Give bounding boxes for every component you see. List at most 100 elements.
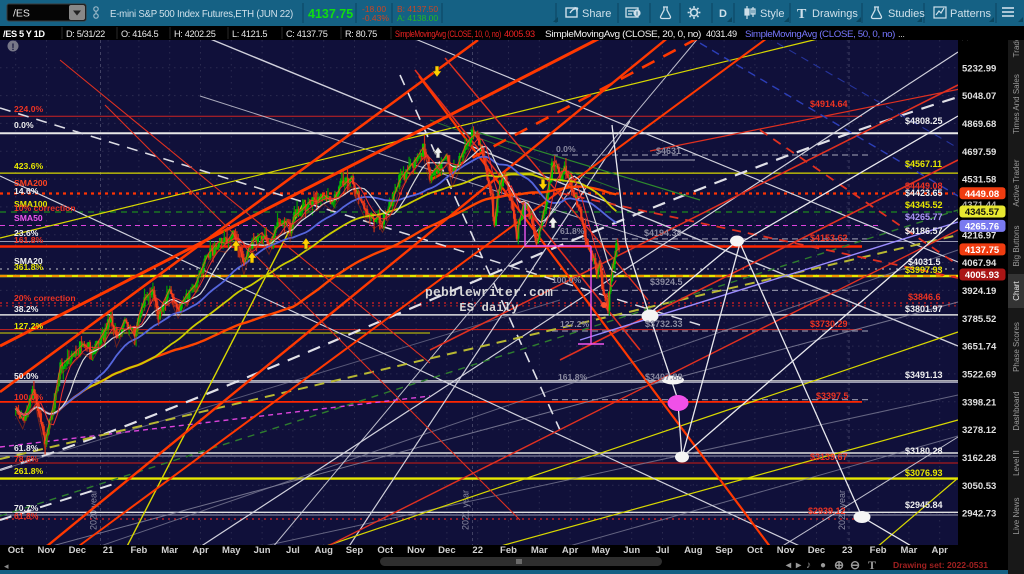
- svg-text:♪: ♪: [806, 560, 811, 571]
- svg-text:Oct: Oct: [8, 545, 25, 556]
- svg-text:4869.68: 4869.68: [962, 119, 996, 130]
- svg-text:Dashboard: Dashboard: [1012, 391, 1021, 430]
- svg-text:5048.07: 5048.07: [962, 91, 996, 102]
- svg-text:3050.53: 3050.53: [962, 481, 996, 492]
- svg-text:Nov: Nov: [777, 545, 796, 556]
- svg-text:$3801.97: $3801.97: [905, 304, 943, 314]
- svg-text:$4194.38: $4194.38: [644, 228, 682, 238]
- svg-text:SMA20: SMA20: [14, 256, 43, 266]
- svg-text:◂: ◂: [4, 561, 9, 571]
- svg-text:Dec: Dec: [438, 545, 455, 556]
- svg-text:$3180.28: $3180.28: [905, 446, 943, 456]
- svg-text:161.8%: 161.8%: [558, 372, 588, 382]
- svg-text:R: 80.75: R: 80.75: [345, 29, 377, 39]
- svg-text:E-mini S&P 500 Index Futures,E: E-mini S&P 500 Index Futures,ETH (JUN 22…: [110, 9, 293, 20]
- svg-text:$2945.84: $2945.84: [905, 500, 943, 510]
- svg-text:O: 4164.5: O: 4164.5: [121, 29, 158, 39]
- svg-text:Mar: Mar: [900, 545, 917, 556]
- svg-text:SMA100: SMA100: [14, 199, 48, 209]
- svg-text:3398.21: 3398.21: [962, 397, 997, 408]
- svg-text:100.0%: 100.0%: [552, 275, 582, 285]
- svg-text:Phase Scores: Phase Scores: [1012, 322, 1021, 372]
- svg-text:$4914.64: $4914.64: [810, 99, 848, 109]
- svg-text:May: May: [222, 545, 241, 556]
- svg-text:$4345.52: $4345.52: [905, 200, 943, 210]
- svg-text:14.6%: 14.6%: [14, 186, 39, 196]
- svg-text:3278.12: 3278.12: [962, 425, 996, 436]
- svg-text:Trade: Trade: [1012, 36, 1021, 57]
- svg-text:100.0%: 100.0%: [14, 392, 44, 402]
- svg-text:Aug: Aug: [684, 545, 703, 556]
- svg-text:261.8%: 261.8%: [14, 466, 44, 476]
- svg-text:$4265.77: $4265.77: [905, 212, 943, 222]
- svg-text:▸: ▸: [795, 560, 802, 571]
- svg-text:$4186.57: $4186.57: [905, 226, 943, 236]
- svg-text:20% correction: 20% correction: [14, 293, 76, 303]
- svg-text:4216.97: 4216.97: [962, 230, 996, 241]
- svg-text:$4808.25: $4808.25: [905, 116, 943, 126]
- svg-text:/ES: /ES: [13, 8, 30, 20]
- svg-text:$4423.65: $4423.65: [905, 188, 943, 198]
- svg-text:B: 4137.50: B: 4137.50: [397, 4, 438, 14]
- svg-text:$3997.93: $3997.93: [905, 265, 943, 275]
- svg-text:$3730.29: $3730.29: [810, 319, 848, 329]
- svg-text:2942.73: 2942.73: [962, 509, 996, 520]
- svg-text:5232.99: 5232.99: [962, 63, 996, 74]
- svg-text:127.2%: 127.2%: [560, 319, 590, 329]
- svg-text:4697.59: 4697.59: [962, 147, 996, 158]
- svg-text:H: 4202.25: H: 4202.25: [174, 29, 216, 39]
- svg-text:2022 year: 2022 year: [837, 490, 847, 530]
- svg-text:SimpleMovingAvg (CLOSE, 10, 0,: SimpleMovingAvg (CLOSE, 10, 0, no): [395, 29, 501, 39]
- svg-text:4005.93: 4005.93: [965, 270, 999, 281]
- svg-text:$3924.5: $3924.5: [650, 277, 683, 287]
- svg-text:Sep: Sep: [346, 545, 364, 556]
- svg-text:4345.57: 4345.57: [965, 207, 999, 218]
- svg-text:Drawing set: 2022-0531: Drawing set: 2022-0531: [893, 560, 988, 570]
- svg-text:3651.74: 3651.74: [962, 342, 997, 353]
- svg-text:$4567.11: $4567.11: [905, 159, 942, 169]
- svg-text:3785.52: 3785.52: [962, 314, 996, 325]
- svg-text:ES daily: ES daily: [459, 301, 518, 315]
- svg-text:D: 5/31/22: D: 5/31/22: [66, 29, 105, 39]
- svg-text:SimpleMovingAvg (CLOSE, 50, 0,: SimpleMovingAvg (CLOSE, 50, 0, no): [745, 29, 895, 39]
- svg-text:SimpleMovingAvg (CLOSE, 20, 0,: SimpleMovingAvg (CLOSE, 20, 0, no): [545, 29, 701, 39]
- svg-text:$3846.6: $3846.6: [908, 292, 941, 302]
- svg-text:38.2%: 38.2%: [14, 304, 39, 314]
- svg-text:Mar: Mar: [161, 545, 178, 556]
- svg-text:4265.76: 4265.76: [965, 221, 999, 232]
- svg-text:Live News: Live News: [1012, 498, 1021, 535]
- svg-text:127.2%: 127.2%: [14, 321, 44, 331]
- svg-text:Oct: Oct: [747, 545, 764, 556]
- svg-text:23.6%: 23.6%: [14, 228, 39, 238]
- svg-text:-0.43%: -0.43%: [362, 13, 389, 23]
- svg-text:$2939.12: $2939.12: [808, 506, 846, 516]
- svg-text:0.0%: 0.0%: [556, 144, 576, 154]
- svg-text:4137.75: 4137.75: [965, 245, 1000, 256]
- svg-text:Feb: Feb: [500, 545, 517, 556]
- svg-text:C: 4137.75: C: 4137.75: [286, 29, 328, 39]
- svg-text:May: May: [592, 545, 611, 556]
- svg-text:Apr: Apr: [562, 545, 579, 556]
- svg-text:-18.00: -18.00: [362, 4, 386, 14]
- svg-text:2020 year: 2020 year: [89, 490, 99, 530]
- svg-text:Dec: Dec: [808, 545, 825, 556]
- svg-text:161.8%: 161.8%: [14, 235, 44, 245]
- svg-text:pebblewriter.com: pebblewriter.com: [425, 285, 553, 300]
- svg-text:4031.49: 4031.49: [706, 29, 737, 39]
- svg-text:Chart: Chart: [1012, 280, 1021, 300]
- svg-text:Studies: Studies: [888, 8, 925, 20]
- svg-text:$4449.08: $4449.08: [905, 181, 943, 191]
- svg-text:61.8%: 61.8%: [14, 511, 39, 521]
- svg-text:Jul: Jul: [656, 545, 670, 556]
- svg-text:L: 4121.5: L: 4121.5: [232, 29, 267, 39]
- svg-text:$4153.62: $4153.62: [810, 233, 848, 243]
- svg-text:61.8%: 61.8%: [560, 226, 585, 236]
- svg-text:A: 4138.00: A: 4138.00: [397, 13, 438, 23]
- svg-text:Active Trader: Active Trader: [1012, 159, 1021, 206]
- svg-text:Aug: Aug: [314, 545, 333, 556]
- svg-text:Share: Share: [582, 8, 611, 20]
- svg-text:...: ...: [898, 29, 905, 39]
- svg-text:4531.58: 4531.58: [962, 175, 996, 186]
- svg-text:70.7%: 70.7%: [14, 503, 39, 513]
- svg-text:T: T: [868, 558, 876, 572]
